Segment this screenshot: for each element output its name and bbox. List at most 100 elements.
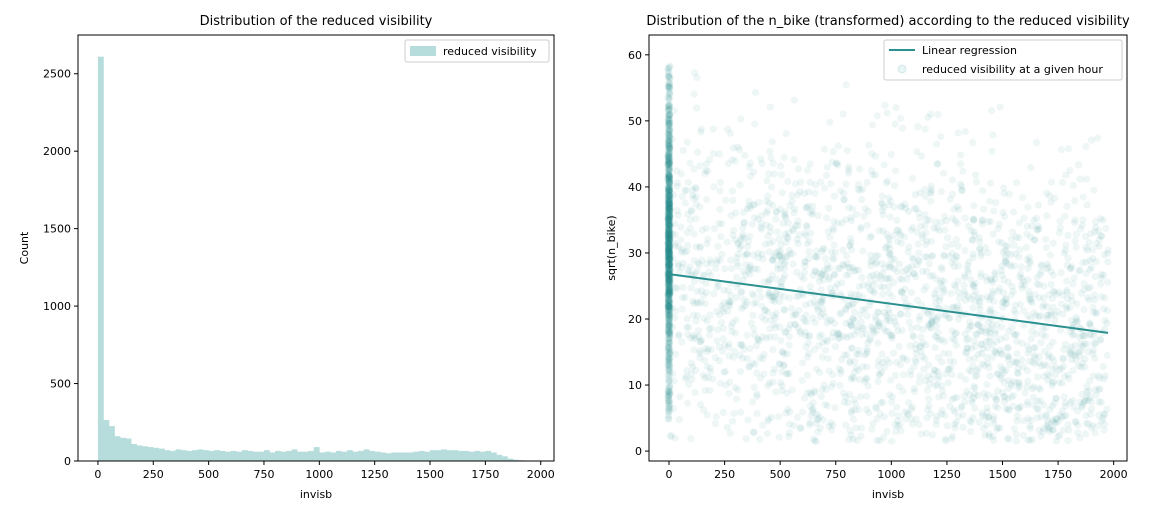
scatter-point xyxy=(893,267,901,276)
scatter-point xyxy=(978,216,987,224)
scatter-point xyxy=(665,195,673,203)
scatter-point xyxy=(665,309,673,317)
scatter-point xyxy=(664,246,673,255)
scatter-point xyxy=(665,216,673,225)
scatter-point xyxy=(705,156,714,164)
scatter-point xyxy=(664,229,672,238)
scatter-point xyxy=(665,243,673,252)
scatter-point xyxy=(666,207,674,215)
scatter-point xyxy=(916,214,924,222)
scatter-point xyxy=(780,272,789,280)
scatter-point xyxy=(665,196,673,204)
scatter-point xyxy=(1041,235,1050,243)
scatter-point xyxy=(664,259,672,267)
scatter-point xyxy=(911,191,919,199)
scatter-point xyxy=(664,203,673,211)
scatter-point xyxy=(665,197,673,206)
scatter-point xyxy=(665,80,674,88)
scatter-point xyxy=(665,276,673,284)
scatter-point xyxy=(1056,224,1064,232)
scatter-point xyxy=(665,319,674,327)
scatter-point xyxy=(665,315,673,323)
scatter-point xyxy=(665,277,673,285)
scatter-point xyxy=(665,211,674,220)
scatter-point xyxy=(890,203,898,211)
scatter-point xyxy=(878,192,886,200)
scatter-point xyxy=(871,403,880,411)
scatter-point xyxy=(665,204,673,212)
scatter-point xyxy=(665,220,673,228)
scatter-point xyxy=(961,127,969,136)
scatter-point xyxy=(793,191,802,199)
scatter-point xyxy=(675,415,684,424)
scatter-point xyxy=(872,316,880,324)
scatter-point xyxy=(829,255,838,264)
scatter-point xyxy=(915,421,923,429)
histogram-legend-box xyxy=(404,39,550,63)
scatter-point xyxy=(822,171,831,180)
scatter-point xyxy=(878,260,886,268)
scatter-point xyxy=(666,221,674,229)
scatter-point xyxy=(742,435,750,443)
scatter-point xyxy=(842,180,850,188)
scatter-point xyxy=(765,170,773,178)
scatter-point xyxy=(1095,386,1103,394)
scatter-point xyxy=(995,238,1003,246)
scatter-point xyxy=(921,377,929,385)
scatter-point xyxy=(972,178,981,186)
scatter-point xyxy=(1020,214,1028,222)
scatter-point xyxy=(785,294,794,302)
scatter-point xyxy=(665,247,673,256)
scatter-point xyxy=(887,150,895,158)
scatter-point xyxy=(879,283,888,291)
scatter-point xyxy=(665,125,674,134)
scatter-point xyxy=(664,216,673,224)
scatter-point xyxy=(665,115,673,123)
scatter-point xyxy=(1083,382,1091,391)
scatter-point xyxy=(666,143,674,151)
scatter-point xyxy=(811,437,819,445)
scatter-point xyxy=(1000,212,1009,221)
scatter-point xyxy=(863,363,871,371)
scatter-point xyxy=(1064,421,1072,429)
scatter-point xyxy=(666,178,674,186)
scatter-point xyxy=(867,166,876,175)
scatter-point xyxy=(665,190,673,198)
scatter-point xyxy=(665,254,674,263)
scatter-point xyxy=(665,175,673,183)
scatter-point xyxy=(666,208,674,217)
scatter-point xyxy=(665,274,674,282)
scatter-point xyxy=(1024,415,1032,423)
scatter-point xyxy=(665,371,674,379)
scatter-point xyxy=(666,194,674,202)
scatter-point xyxy=(978,412,987,420)
scatter-point xyxy=(665,243,673,251)
scatter-point xyxy=(665,335,673,343)
scatter-point xyxy=(666,348,674,357)
scatter-point xyxy=(771,292,779,301)
scatter-point xyxy=(1062,241,1070,249)
scatter-point xyxy=(665,126,673,134)
scatter-point xyxy=(666,74,674,82)
scatter-point xyxy=(665,263,673,271)
scatter-point xyxy=(665,217,673,225)
scatter-point xyxy=(665,383,673,392)
scatter-point xyxy=(830,241,838,249)
scatter-point xyxy=(706,364,715,372)
histogram-x-tick-label: 250 xyxy=(143,468,164,481)
scatter-point xyxy=(885,289,893,297)
scatter-point xyxy=(1050,357,1058,365)
histogram-chart: Distribution of the reduced visibility 0… xyxy=(18,14,555,501)
scatter-point xyxy=(664,139,673,147)
scatter-point xyxy=(666,206,674,214)
scatter-point xyxy=(961,290,969,298)
scatter-point xyxy=(665,136,673,144)
scatter-point xyxy=(776,264,785,273)
scatter-point xyxy=(848,205,857,213)
scatter-point xyxy=(665,199,673,207)
histogram-bar xyxy=(131,443,137,461)
scatter-point xyxy=(665,207,673,215)
scatter-point xyxy=(664,198,673,206)
scatter-point xyxy=(665,376,673,384)
scatter-point xyxy=(725,340,733,348)
